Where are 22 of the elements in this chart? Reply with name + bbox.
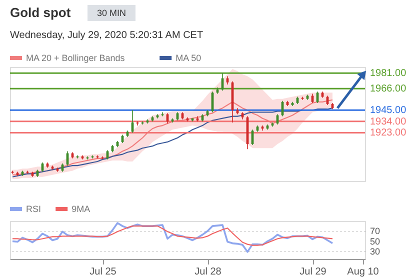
y-tick-label: 1934.00 [370, 116, 407, 128]
chart-subtitle: 30 MIN [96, 8, 126, 18]
candlestick [161, 112, 164, 117]
text: Wednesday, July 29, 2020 5:20:31 AM CET [10, 30, 204, 41]
y-tick-label: 30 [370, 246, 380, 256]
line-series [12, 226, 334, 246]
legend-label: RSI [26, 204, 42, 214]
x-tick-label: Jul 29 [300, 266, 327, 278]
x-tick-label: Jul 28 [194, 266, 222, 278]
legend-label: 9MA [72, 204, 90, 214]
legend-label: MA 20 + Bollinger Bands [26, 53, 126, 63]
y-tick-label: 1923.00 [370, 128, 407, 139]
chart-title: Gold spot [10, 5, 72, 20]
legend-label: MA 50 [176, 53, 202, 63]
line-series [12, 222, 334, 253]
y-tick-label: 1945.00 [370, 105, 407, 116]
y-tick-label: 50 [370, 236, 380, 246]
x-tick-label: Aug 10 [347, 266, 380, 278]
y-tick-label: 1966.00 [370, 84, 407, 95]
y-tick-label: 70 [370, 226, 380, 236]
y-tick-label: 1981.00 [370, 68, 407, 80]
x-tick-label: Jul 25 [90, 266, 117, 278]
